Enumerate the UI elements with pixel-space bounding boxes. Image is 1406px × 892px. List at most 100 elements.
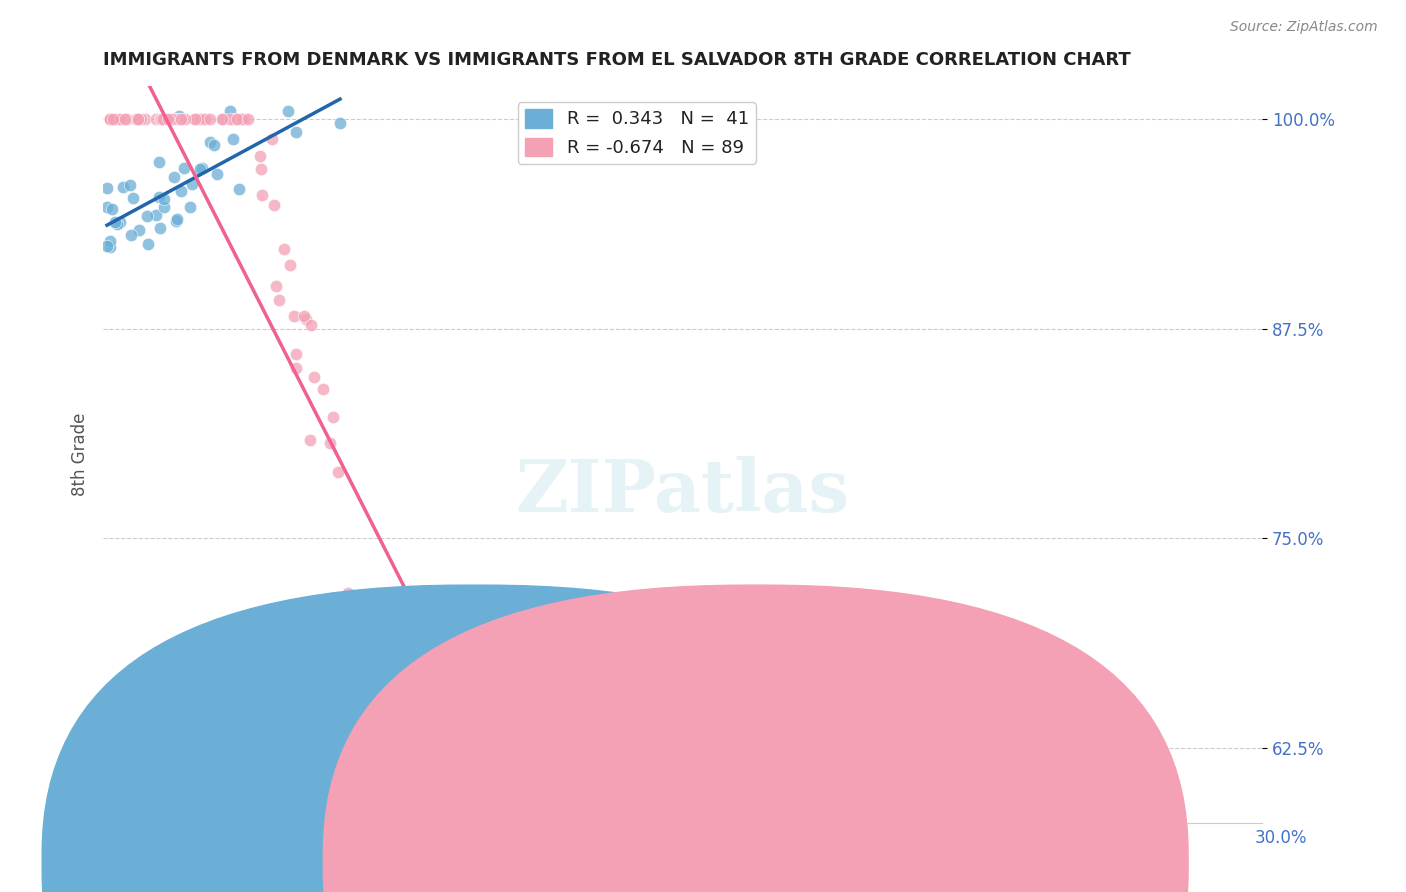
Point xyxy=(152,112,174,126)
Point xyxy=(98,240,121,254)
Point xyxy=(148,190,170,204)
Point xyxy=(567,825,589,839)
Point xyxy=(127,112,149,126)
Point xyxy=(278,258,301,272)
Point xyxy=(277,103,299,118)
Point xyxy=(118,178,141,193)
Point xyxy=(100,234,122,248)
Point xyxy=(326,465,349,479)
Point xyxy=(249,161,271,176)
Point xyxy=(179,201,201,215)
Point xyxy=(382,669,405,683)
Text: IMMIGRANTS FROM DENMARK VS IMMIGRANTS FROM EL SALVADOR 8TH GRADE CORRELATION CHA: IMMIGRANTS FROM DENMARK VS IMMIGRANTS FR… xyxy=(103,51,1130,69)
Point xyxy=(101,202,124,216)
Point xyxy=(150,112,173,126)
Point xyxy=(149,112,172,126)
Point xyxy=(170,184,193,198)
Point xyxy=(283,309,305,323)
Text: ⬜ Immigrants from El Salvador: ⬜ Immigrants from El Salvador xyxy=(773,851,1026,869)
Point xyxy=(218,112,240,126)
Point xyxy=(375,634,398,648)
Point xyxy=(153,192,176,206)
Point xyxy=(198,136,221,150)
Point xyxy=(284,346,307,360)
Point xyxy=(263,198,285,212)
Point xyxy=(96,181,118,195)
Point xyxy=(128,223,150,237)
Point xyxy=(194,112,217,126)
Point xyxy=(249,149,271,163)
Point xyxy=(202,138,225,153)
Point xyxy=(100,112,122,126)
Point xyxy=(104,215,127,229)
Point xyxy=(360,669,382,683)
Point xyxy=(233,112,256,126)
Point xyxy=(108,112,131,126)
Text: 0.0%: 0.0% xyxy=(98,829,141,847)
Point xyxy=(337,585,360,599)
Point xyxy=(377,731,399,746)
Point xyxy=(148,154,170,169)
Point xyxy=(205,168,228,182)
Point xyxy=(299,318,322,332)
Point xyxy=(228,182,250,196)
Text: ⬜ Immigrants from Denmark: ⬜ Immigrants from Denmark xyxy=(492,851,728,869)
Point xyxy=(136,236,159,251)
Point xyxy=(218,103,240,118)
Point xyxy=(269,293,291,308)
Point xyxy=(184,112,207,126)
Point xyxy=(127,112,149,126)
Point xyxy=(191,161,214,175)
Point xyxy=(329,116,352,130)
Point xyxy=(129,112,152,126)
Point xyxy=(236,112,259,126)
Point xyxy=(252,188,274,202)
Point xyxy=(163,169,186,184)
Point xyxy=(520,825,543,839)
Point xyxy=(96,200,118,214)
Point xyxy=(429,825,451,839)
Point xyxy=(260,132,283,146)
Point xyxy=(167,109,190,123)
Point xyxy=(211,112,233,126)
Point xyxy=(221,132,243,146)
Point xyxy=(127,112,149,126)
Point xyxy=(120,227,142,242)
Point xyxy=(149,220,172,235)
Point xyxy=(312,382,335,396)
Point xyxy=(285,125,308,139)
Point xyxy=(299,433,322,447)
Legend: R =  0.343   N =  41, R = -0.674   N = 89: R = 0.343 N = 41, R = -0.674 N = 89 xyxy=(517,102,756,164)
Point xyxy=(284,360,307,375)
Point xyxy=(152,112,174,126)
Text: ZIPatlas: ZIPatlas xyxy=(516,456,849,527)
Point xyxy=(468,825,491,839)
Point xyxy=(121,191,143,205)
Point xyxy=(522,825,544,839)
Point xyxy=(108,215,131,229)
Point xyxy=(387,764,409,778)
Point xyxy=(114,112,136,126)
Point xyxy=(98,112,121,126)
Point xyxy=(96,238,118,252)
Point xyxy=(200,112,222,126)
Point xyxy=(134,112,156,126)
Point xyxy=(330,609,353,624)
Point xyxy=(446,825,468,839)
Point xyxy=(225,112,247,126)
Point xyxy=(499,825,522,839)
Point xyxy=(347,624,370,638)
Point xyxy=(266,279,288,293)
Point xyxy=(149,112,172,126)
Text: 30.0%: 30.0% xyxy=(1256,829,1308,847)
Point xyxy=(152,200,174,214)
Point xyxy=(163,112,186,126)
Point xyxy=(98,112,121,126)
Point xyxy=(125,112,148,126)
Point xyxy=(101,112,124,126)
Point xyxy=(211,112,233,126)
Point xyxy=(169,112,191,126)
Point xyxy=(222,112,245,126)
Point xyxy=(226,112,249,126)
Point xyxy=(319,436,342,450)
